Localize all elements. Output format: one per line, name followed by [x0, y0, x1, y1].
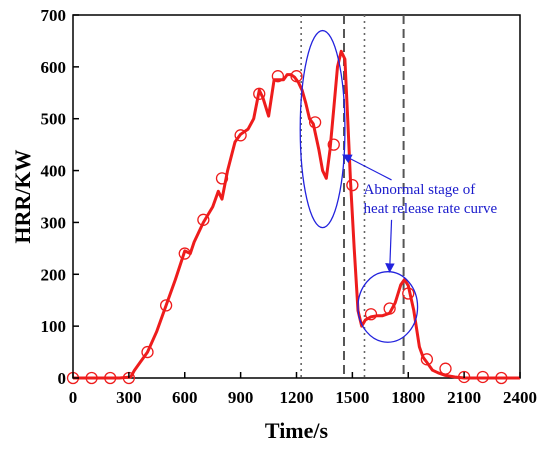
highlight-ellipse — [357, 271, 419, 343]
data-point — [85, 371, 98, 385]
x-axis-title: Time/s — [265, 418, 329, 443]
y-tick-label: 500 — [41, 110, 67, 129]
data-point — [271, 70, 285, 83]
data-point — [290, 70, 303, 83]
axis-ticks: 0 300 600 900 1200 1500 1800 2100 2400 0 100 200 300… — [41, 6, 538, 407]
data-point — [215, 172, 229, 185]
x-tick-label: 900 — [228, 388, 254, 407]
annotation-arrow — [341, 154, 392, 181]
y-tick-label: 100 — [41, 317, 67, 336]
annotation-layer: Abnormal stage of heat release rate curve — [341, 154, 498, 273]
data-point — [178, 247, 191, 260]
y-tick-label: 700 — [41, 6, 67, 25]
annotation-text-line: heat release rate curve — [364, 201, 498, 217]
y-tick-label: 400 — [41, 162, 67, 181]
data-point — [476, 370, 489, 384]
x-tick-label: 600 — [172, 388, 198, 407]
data-point — [364, 308, 378, 321]
x-tick-label: 0 — [69, 388, 78, 407]
data-point — [197, 213, 210, 226]
data-point — [234, 129, 247, 142]
x-tick-label: 1200 — [280, 388, 314, 407]
annotation-arrow — [385, 219, 395, 273]
y-tick-label: 200 — [41, 265, 67, 284]
data-point — [104, 371, 117, 385]
data-point — [383, 302, 396, 315]
data-point — [495, 371, 508, 385]
x-tick-label: 1800 — [391, 388, 425, 407]
data-point — [439, 362, 452, 375]
annotation-text-line: Abnormal stage of — [364, 182, 476, 198]
y-tick-label: 300 — [41, 213, 67, 232]
y-tick-label: 0 — [58, 369, 67, 388]
x-tick-label: 2400 — [503, 388, 537, 407]
marker-layer — [66, 70, 508, 385]
highlight-ellipse — [299, 29, 346, 229]
data-point — [141, 345, 154, 359]
x-tick-label: 300 — [116, 388, 142, 407]
data-point — [327, 138, 340, 151]
data-point — [308, 116, 322, 129]
x-tick-label: 2100 — [447, 388, 481, 407]
data-point — [253, 87, 266, 100]
x-tick-label: 1500 — [335, 388, 369, 407]
reference-lines — [300, 15, 405, 378]
y-axis-title: HRR/KW — [10, 149, 35, 243]
data-point — [457, 370, 471, 384]
data-point — [346, 178, 359, 192]
data-point — [402, 287, 415, 300]
data-point — [159, 299, 173, 312]
y-tick-label: 600 — [41, 58, 67, 77]
data-point — [420, 353, 434, 366]
